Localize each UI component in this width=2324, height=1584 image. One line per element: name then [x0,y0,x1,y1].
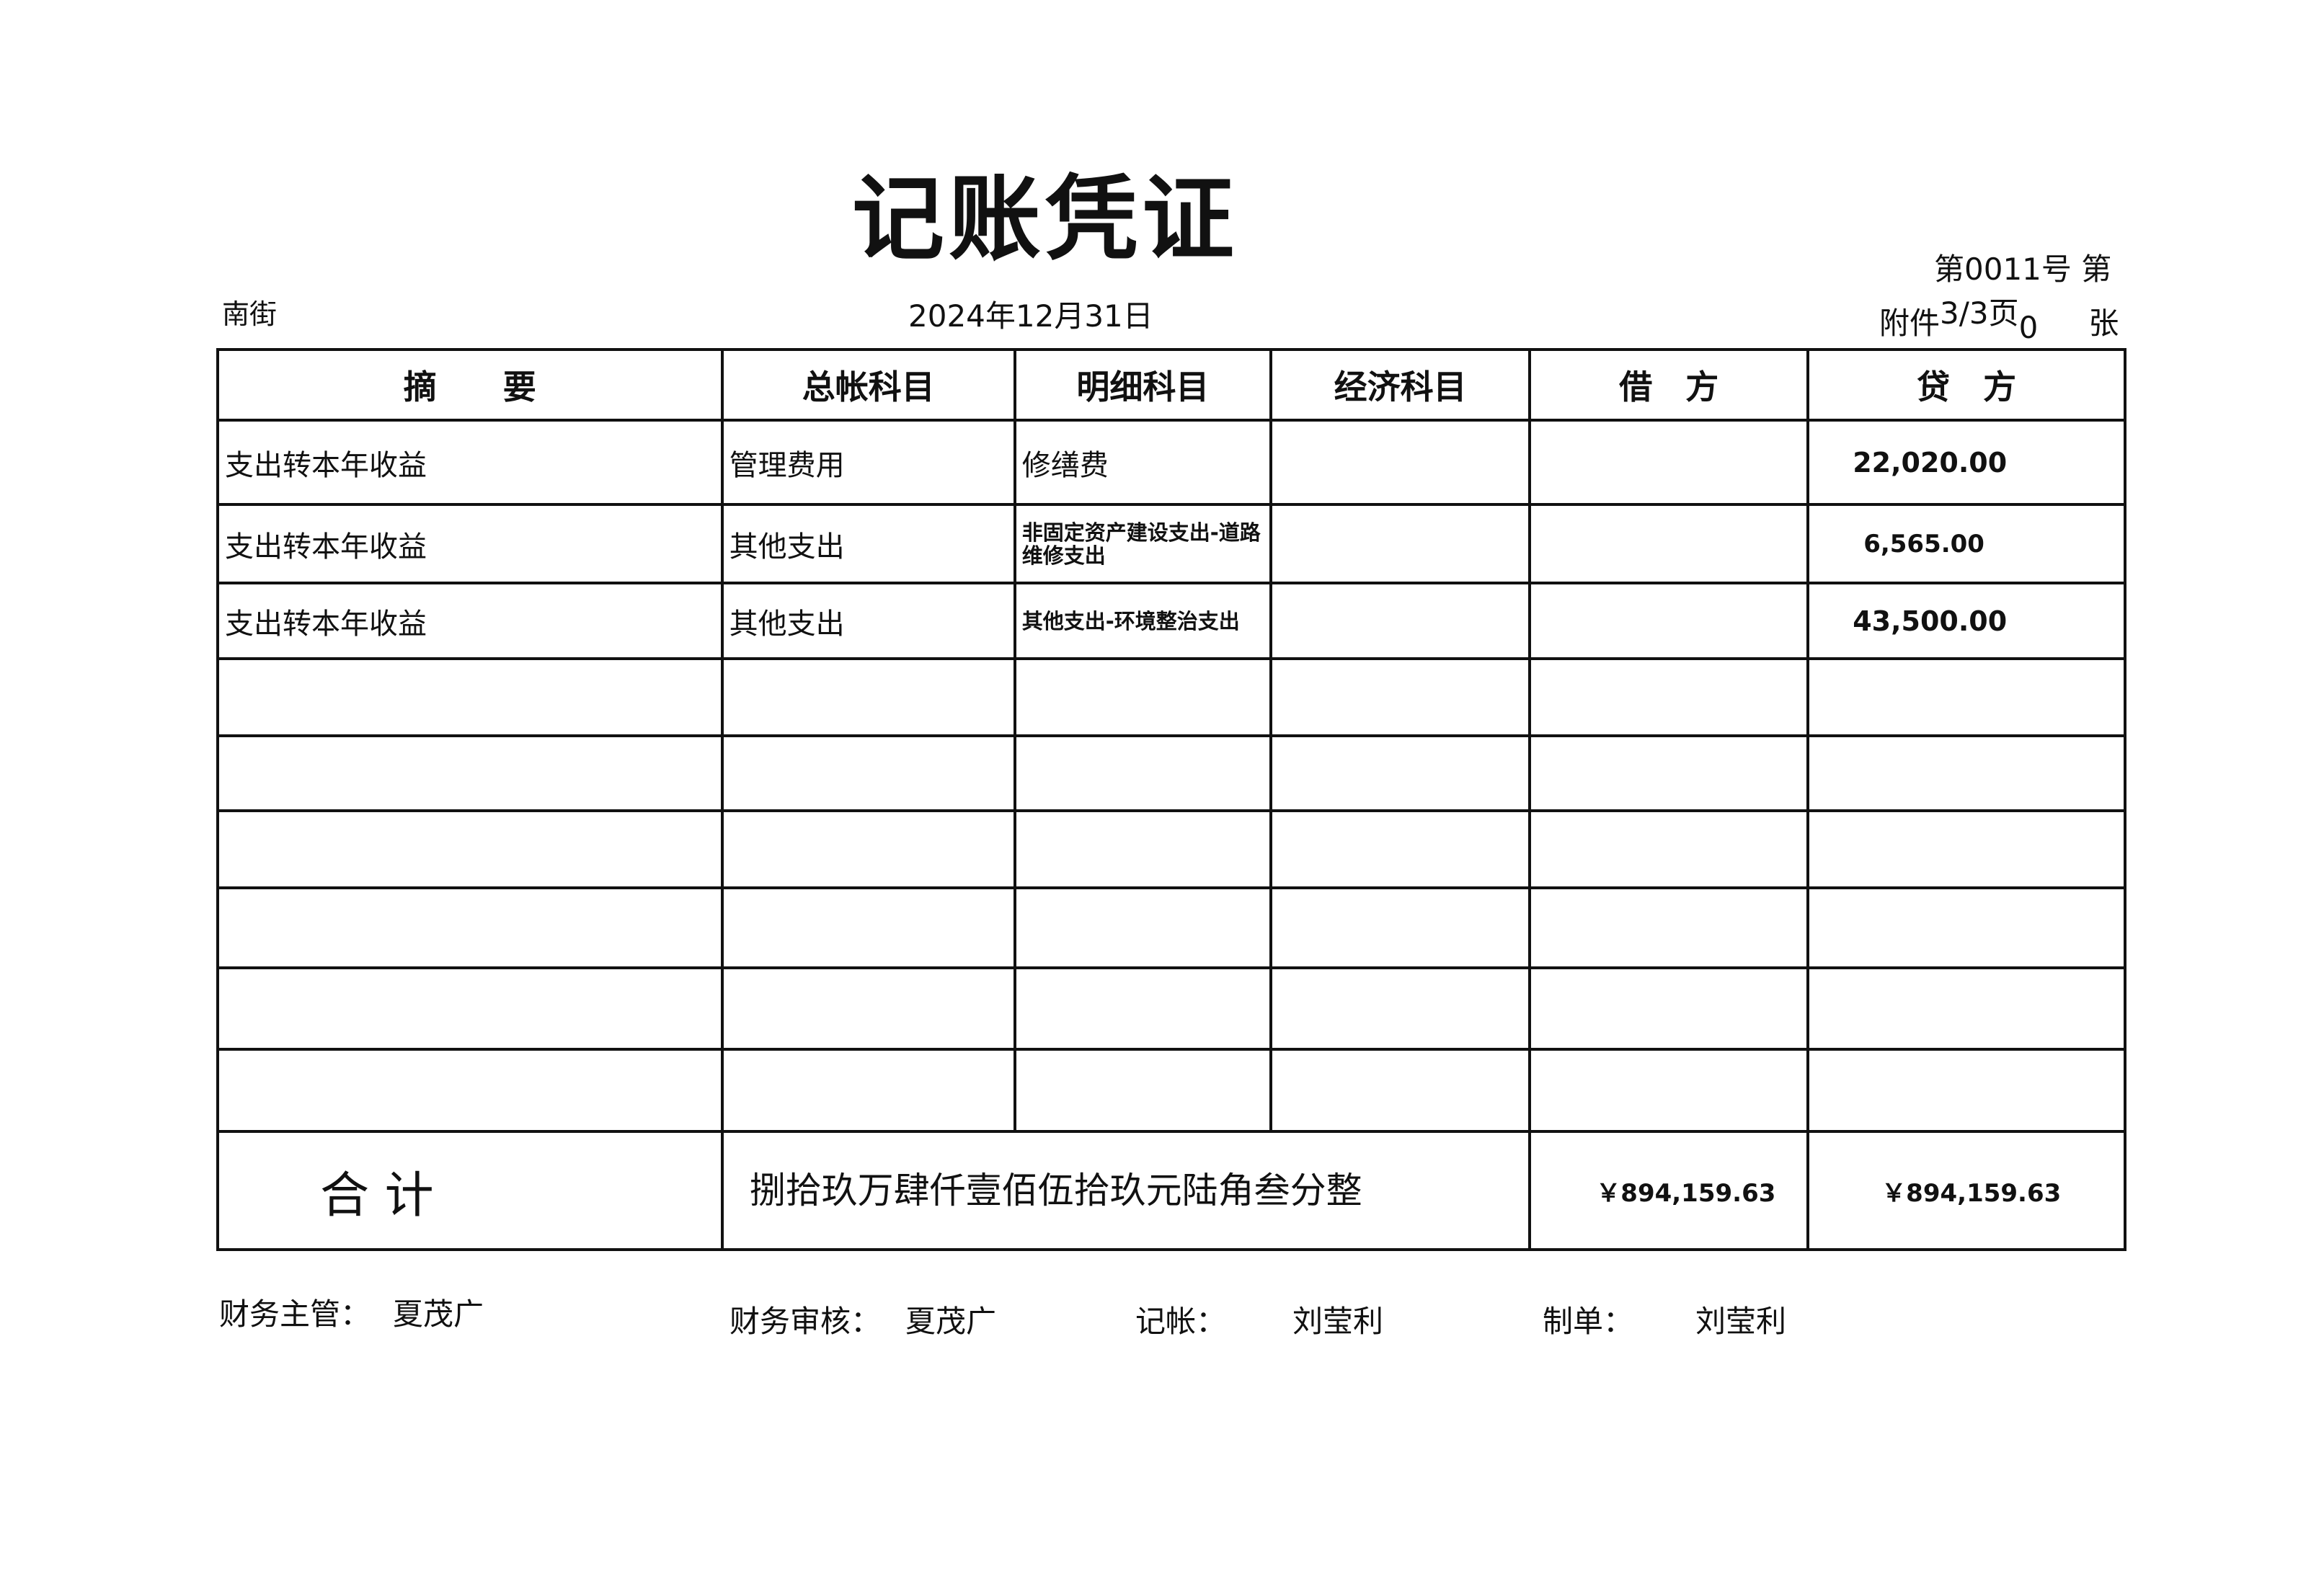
table-row: 支出转本年收益 其他支出 非固定资产建设支出-道路维修支出 6,565.00 [216,503,2126,584]
empty-cell [720,809,1016,889]
empty-cell [1528,734,1810,812]
preparer-name: 刘莹利 [1695,1304,1787,1339]
total-debit: ￥894,159.63 [1528,1130,1810,1251]
empty-cell [1528,886,1810,969]
empty-cell [1013,734,1273,812]
empty-cell [720,657,1016,737]
empty-cell [1806,657,2126,737]
attachment-label: 附件 [1879,306,1941,341]
attachment-unit: 张 [2088,306,2119,341]
bookkeeper-name: 刘莹利 [1292,1304,1384,1339]
supervisor-label: 财务主管： [219,1296,371,1332]
empty-row [216,1048,2126,1133]
cell-account: 管理费用 [720,419,1016,506]
empty-cell [1269,734,1532,812]
empty-row [216,966,2126,1051]
empty-cell [216,966,724,1051]
empty-row [216,734,2126,812]
empty-cell [1013,966,1273,1051]
bookkeeper-label: 记帐： [1135,1304,1227,1339]
empty-cell [1013,886,1273,969]
empty-cell [1806,809,2126,889]
total-amount-words: 捌拾玖万肆仟壹佰伍拾玖元陆角叁分整 [720,1130,1532,1251]
empty-cell [216,886,724,969]
cell-detail: 非固定资产建设支出-道路维修支出 [1013,503,1273,584]
empty-cell [1013,809,1273,889]
voucher-date: 2024年12月31日 [908,298,1153,334]
empty-cell [1528,1048,1810,1133]
preparer-label: 制单： [1543,1304,1634,1339]
empty-cell [1013,657,1273,737]
empty-cell [720,886,1016,969]
table-row: 支出转本年收益 管理费用 修缮费 22,020.00 [216,419,2126,506]
empty-cell [720,1048,1016,1133]
header-econ: 经济科目 [1269,348,1532,422]
empty-cell [1269,1048,1532,1133]
voucher-title: 记账凭证 [851,165,1238,273]
attachment-count: 0 [2018,310,2039,345]
cell-summary: 支出转本年收益 [216,582,724,660]
auditor-name: 夏茂广 [905,1304,997,1339]
attachment-info: 附件3/3页0 张 [1879,295,2119,345]
cell-credit: 43,500.00 [1806,582,2126,660]
empty-row [216,886,2126,969]
cell-econ [1269,419,1532,506]
cell-econ [1269,582,1532,660]
cell-summary: 支出转本年收益 [216,419,724,506]
cell-debit [1528,419,1810,506]
empty-cell [1269,966,1532,1051]
supervisor-name: 夏茂广 [393,1296,484,1332]
empty-cell [1528,809,1810,889]
cell-detail: 修缮费 [1013,419,1273,506]
cell-econ [1269,503,1532,584]
cell-account: 其他支出 [720,503,1016,584]
cell-credit: 22,020.00 [1806,419,2126,506]
empty-cell [1806,734,2126,812]
empty-cell [216,734,724,812]
header-summary: 摘 要 [216,348,724,422]
total-credit: ￥894,159.63 [1806,1130,2126,1251]
cell-summary: 支出转本年收益 [216,503,724,584]
empty-cell [1528,966,1810,1051]
header-detail: 明细科目 [1013,348,1273,422]
empty-cell [216,809,724,889]
header-debit: 借 方 [1528,348,1810,422]
cell-debit [1528,503,1810,584]
total-label: 合 计 [216,1130,724,1251]
empty-cell [1806,966,2126,1051]
empty-cell [1806,1048,2126,1133]
empty-cell [720,966,1016,1051]
voucher-table: 摘 要 总帐科目 明细科目 经济科目 借 方 贷 方 支出转本年收益 管理费用 … [216,348,2126,1251]
empty-cell [720,734,1016,812]
unit-name: 南街 [222,298,278,330]
voucher-number: 第0011号 第 [1934,252,2112,287]
empty-row [216,657,2126,737]
empty-row [216,809,2126,889]
empty-cell [216,1048,724,1133]
empty-cell [1528,657,1810,737]
header-row: 摘 要 总帐科目 明细科目 经济科目 借 方 贷 方 [216,348,2126,422]
cell-debit [1528,582,1810,660]
cell-credit: 6,565.00 [1806,503,2126,584]
auditor-label: 财务审核： [729,1304,882,1339]
cell-detail: 其他支出-环境整治支出 [1013,582,1273,660]
cell-account: 其他支出 [720,582,1016,660]
table-row: 支出转本年收益 其他支出 其他支出-环境整治支出 43,500.00 [216,582,2126,660]
header-credit: 贷 方 [1806,348,2126,422]
empty-cell [1269,886,1532,969]
header-account: 总帐科目 [720,348,1016,422]
empty-cell [1269,809,1532,889]
total-row: 合 计 捌拾玖万肆仟壹佰伍拾玖元陆角叁分整 ￥894,159.63 ￥894,1… [216,1130,2126,1251]
attachment-page: 3/3页 [1940,295,2019,331]
empty-cell [1806,886,2126,969]
empty-cell [1013,1048,1273,1133]
empty-cell [216,657,724,737]
empty-cell [1269,657,1532,737]
